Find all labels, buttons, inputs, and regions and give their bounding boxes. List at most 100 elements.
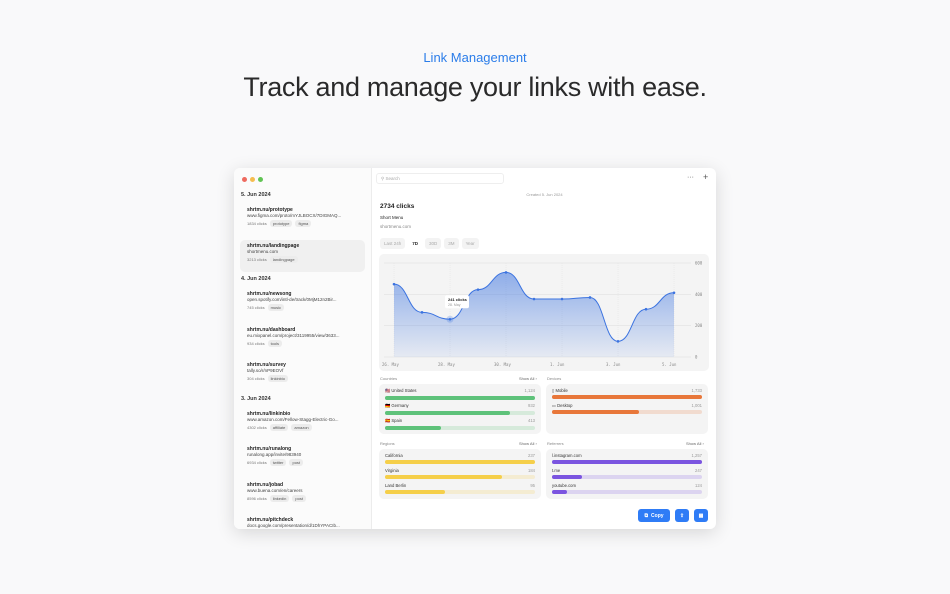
range-tab[interactable]: Last 24h	[380, 238, 406, 249]
link-list-item[interactable]: shrtm.nu/linkinbio www.amazon.com/Fellow…	[240, 408, 365, 440]
link-list-item[interactable]: shrtm.nu/prototype www.figma.com/proto/m…	[240, 204, 365, 236]
referrers-card: l.instagram.com 1,257 t.me 247 youtube.com…	[546, 449, 708, 499]
devices-card: ▯ Mobile 1,733 ▭ Desktop 1,001	[546, 384, 708, 434]
progress-fill	[552, 490, 567, 494]
link-list-item[interactable]: shrtm.nu/runalong runalong.app/invite/98…	[240, 443, 365, 475]
tag: twitter	[269, 459, 287, 466]
copy-icon: ⧉	[644, 512, 649, 519]
tag: linkinbio	[267, 375, 289, 382]
countries-row[interactable]: 🇺🇸 United States 1,124	[385, 388, 535, 403]
referrers-show-all[interactable]: Show All ›	[686, 441, 704, 446]
regions-row[interactable]: Land Berlin 95	[385, 483, 535, 498]
link-short-url: shrtm.nu/dashboard	[247, 326, 296, 333]
tag: post	[292, 494, 306, 502]
row-value: 1,124	[524, 388, 535, 393]
progress-bar	[385, 411, 535, 415]
tag: figma	[295, 220, 312, 227]
progress-fill	[552, 410, 639, 414]
link-list-item[interactable]: shrtm.nu/survey tally.so/r/nP9EOVf 304 c…	[240, 359, 365, 391]
range-tab[interactable]: Year	[461, 238, 479, 249]
devices-row[interactable]: ▭ Desktop 1,001	[552, 403, 702, 418]
referrers-row[interactable]: l.instagram.com 1,257	[552, 453, 702, 468]
regions-row[interactable]: Virginia 184	[385, 468, 535, 483]
row-name: Mobile	[555, 388, 568, 393]
data-point[interactable]	[476, 288, 480, 291]
link-short-url: shrtm.nu/jobad	[247, 481, 284, 488]
row-value: 1,257	[691, 453, 702, 458]
regions-row[interactable]: California 237	[385, 453, 535, 468]
link-short-url: shrtm.nu/linkinbio	[247, 410, 291, 417]
link-list-item[interactable]: shrtm.nu/newsong open.spotify.com/intl-d…	[240, 288, 365, 320]
data-point[interactable]	[532, 297, 536, 301]
minimize-window-button[interactable]	[250, 177, 255, 182]
flag-icon: 🇩🇪	[385, 403, 391, 408]
data-point[interactable]	[504, 271, 508, 274]
link-list-item[interactable]: shrtm.nu/dashboard eu.mixpanel.com/proje…	[240, 324, 365, 356]
referrers-row[interactable]: t.me 247	[552, 468, 702, 483]
row-value: 95	[530, 483, 535, 488]
link-target-url: docs.google.com/presentation/d/1DhYPACIb…	[247, 523, 340, 528]
tag: music	[267, 304, 285, 311]
range-tab[interactable]: 7D	[412, 241, 419, 246]
countries-show-all[interactable]: Show All ›	[519, 376, 537, 381]
progress-bar	[552, 475, 702, 479]
qr-code-button[interactable]: ▦	[694, 509, 708, 522]
tag: post	[289, 459, 304, 466]
range-tab[interactable]: 30D	[425, 238, 442, 249]
plus-icon[interactable]: +	[703, 172, 709, 182]
link-list-item[interactable]: shrtm.nu/pitchdeck docs.google.com/prese…	[240, 514, 365, 529]
countries-row[interactable]: 🇩🇪 Germany 932	[385, 403, 535, 418]
devices-row[interactable]: ▯ Mobile 1,733	[552, 388, 702, 403]
ellipsis-icon[interactable]: ···	[687, 174, 694, 181]
row-name: United States	[391, 388, 417, 393]
progress-bar	[385, 460, 535, 464]
referrers-label: Referrers	[547, 441, 564, 446]
search-input[interactable]: ⚲ Search	[376, 173, 504, 184]
link-short-url: shrtm.nu/newsong	[247, 291, 292, 297]
data-point[interactable]	[560, 297, 564, 301]
progress-fill	[385, 396, 535, 400]
data-point[interactable]	[672, 291, 676, 295]
data-point[interactable]	[616, 340, 620, 343]
link-target-url: www.figma.com/proto/mYJLBOCX/7DIGMAQ...	[247, 213, 342, 218]
devices-label: Devices	[547, 376, 562, 381]
close-window-button[interactable]	[242, 177, 247, 182]
link-short-url: shrtm.nu/prototype	[247, 207, 293, 213]
link-clicks: 4302 clicks	[247, 424, 267, 430]
link-list-item[interactable]: shrtm.nu/landingpage shortmenu.com 3213 …	[240, 239, 365, 272]
row-value: 1,001	[691, 403, 702, 408]
tooltip-date: 28. May	[448, 303, 461, 307]
link-list-item[interactable]: shrtm.nu/jobad www.buena.com/en/careers …	[240, 479, 365, 511]
y-tick-label: 400	[695, 292, 703, 297]
regions-label: Regions	[380, 441, 395, 446]
x-tick-label: 30. May	[494, 362, 511, 367]
date-header: 5. Jun 2024	[241, 192, 271, 198]
data-point[interactable]	[448, 317, 452, 321]
area-fill	[394, 272, 674, 357]
row-name: Virginia	[385, 468, 399, 473]
zoom-window-button[interactable]	[258, 177, 263, 182]
regions-card: California 237 Virginia 184 Land Berlin 95	[379, 449, 541, 499]
share-icon: ⇪	[679, 512, 685, 519]
progress-fill	[385, 411, 510, 415]
x-tick-label: 5. Jun	[662, 362, 677, 367]
countries-row[interactable]: 🇪🇸 Spain 413	[385, 418, 535, 433]
hover-highlight	[446, 315, 454, 323]
link-name: Short Menu	[380, 215, 404, 220]
countries-card: 🇺🇸 United States 1,124 🇩🇪 Germany 932 🇪🇸 S…	[379, 384, 541, 434]
data-point[interactable]	[420, 311, 424, 314]
data-point[interactable]	[392, 282, 396, 286]
regions-show-all[interactable]: Show All ›	[519, 441, 537, 446]
row-value: 237	[528, 453, 535, 458]
data-point[interactable]	[588, 296, 592, 299]
share-button[interactable]: ⇪	[675, 509, 689, 522]
referrers-row[interactable]: youtube.com 124	[552, 483, 702, 498]
row-name: Spain	[391, 418, 403, 423]
link-clicks: 6934 clicks	[247, 460, 267, 465]
link-target-url: www.amazon.com/Fellow-Stagg-Electric-Go.…	[247, 416, 339, 422]
range-tab[interactable]: 3M	[444, 238, 459, 249]
row-name: youtube.com	[552, 483, 576, 488]
copy-button[interactable]: ⧉ Copy	[638, 509, 670, 522]
data-point[interactable]	[644, 307, 648, 311]
y-tick-label: 200	[695, 323, 703, 328]
